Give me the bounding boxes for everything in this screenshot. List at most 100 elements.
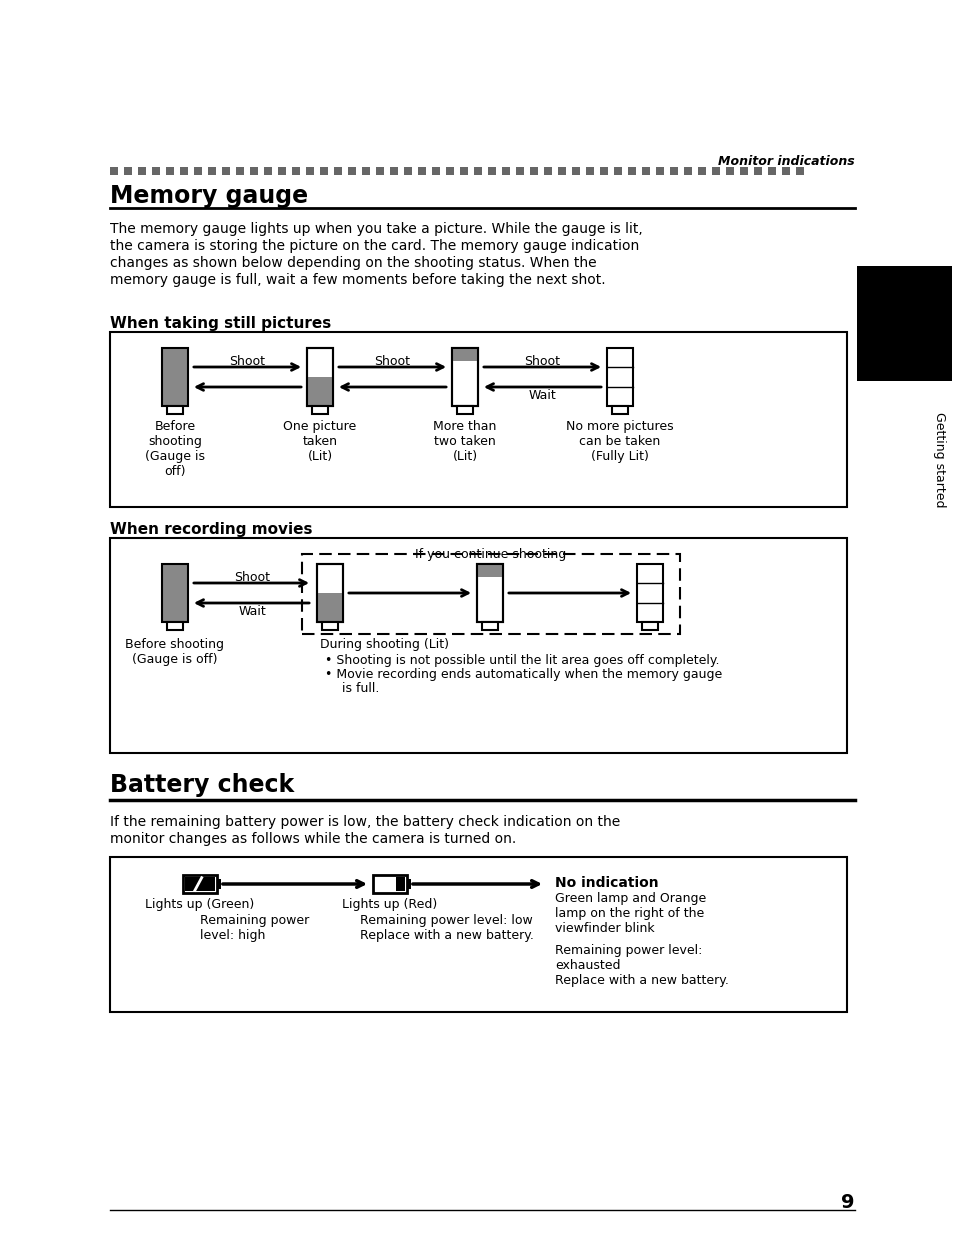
Bar: [781, 167, 789, 175]
Bar: [222, 167, 230, 175]
Bar: [235, 167, 244, 175]
Bar: [162, 565, 188, 621]
Text: Lights up (Red): Lights up (Red): [342, 898, 437, 911]
Bar: [124, 167, 132, 175]
Bar: [488, 167, 496, 175]
Bar: [334, 167, 341, 175]
Text: the camera is storing the picture on the card. The memory gauge indication: the camera is storing the picture on the…: [110, 239, 639, 253]
Bar: [110, 167, 118, 175]
Bar: [683, 167, 691, 175]
Text: Shoot: Shoot: [375, 355, 410, 368]
Bar: [167, 406, 183, 413]
Bar: [316, 593, 343, 621]
Text: Shoot: Shoot: [234, 571, 271, 584]
Bar: [166, 167, 173, 175]
Text: Memory gauge: Memory gauge: [110, 184, 308, 208]
Bar: [656, 167, 663, 175]
Bar: [627, 167, 636, 175]
Bar: [459, 167, 468, 175]
Text: During shooting (Lit): During shooting (Lit): [319, 638, 449, 651]
Text: is full.: is full.: [341, 682, 379, 695]
Bar: [452, 348, 477, 406]
Bar: [152, 167, 160, 175]
Bar: [138, 167, 146, 175]
Text: Before shooting
(Gauge is off): Before shooting (Gauge is off): [126, 638, 224, 666]
Text: One picture
taken
(Lit): One picture taken (Lit): [283, 420, 356, 463]
Bar: [481, 621, 497, 630]
Bar: [641, 621, 658, 630]
Text: Remaining power level:
exhausted
Replace with a new battery.: Remaining power level: exhausted Replace…: [555, 945, 728, 987]
Text: More than
two taken
(Lit): More than two taken (Lit): [433, 420, 497, 463]
Bar: [725, 167, 733, 175]
Bar: [110, 857, 846, 1011]
Bar: [180, 167, 188, 175]
Bar: [264, 167, 272, 175]
Bar: [322, 621, 337, 630]
Bar: [167, 621, 183, 630]
Bar: [501, 167, 510, 175]
Text: When recording movies: When recording movies: [110, 522, 313, 537]
Bar: [637, 565, 662, 621]
Bar: [183, 875, 216, 893]
Text: If the remaining battery power is low, the battery check indication on the: If the remaining battery power is low, t…: [110, 815, 619, 829]
Bar: [216, 879, 221, 889]
Bar: [193, 167, 202, 175]
Bar: [417, 167, 426, 175]
Text: • Movie recording ends automatically when the memory gauge: • Movie recording ends automatically whe…: [325, 669, 721, 681]
Bar: [474, 167, 481, 175]
Bar: [403, 167, 412, 175]
Text: memory gauge is full, wait a few moments before taking the next shot.: memory gauge is full, wait a few moments…: [110, 274, 605, 287]
Text: No more pictures
can be taken
(Fully Lit): No more pictures can be taken (Fully Lit…: [565, 420, 673, 463]
Bar: [572, 167, 579, 175]
Bar: [208, 167, 215, 175]
Bar: [316, 565, 343, 621]
Bar: [476, 565, 502, 577]
Text: When taking still pictures: When taking still pictures: [110, 316, 331, 331]
Bar: [396, 877, 405, 891]
Text: Getting started: Getting started: [933, 412, 945, 508]
Bar: [307, 348, 333, 406]
Bar: [250, 167, 257, 175]
Bar: [856, 266, 951, 381]
Text: If you continue shooting: If you continue shooting: [415, 548, 566, 561]
Bar: [606, 348, 633, 406]
Bar: [767, 167, 775, 175]
Bar: [390, 167, 397, 175]
Bar: [753, 167, 761, 175]
Text: Before
shooting
(Gauge is
off): Before shooting (Gauge is off): [145, 420, 205, 478]
Bar: [307, 348, 333, 406]
Bar: [698, 167, 705, 175]
Text: The memory gauge lights up when you take a picture. While the gauge is lit,: The memory gauge lights up when you take…: [110, 222, 642, 236]
Bar: [307, 378, 333, 406]
Text: Remaining power
level: high: Remaining power level: high: [200, 914, 309, 942]
Bar: [614, 167, 621, 175]
Text: Green lamp and Orange
lamp on the right of the
viewfinder blink: Green lamp and Orange lamp on the right …: [555, 893, 705, 935]
Text: 9: 9: [841, 1193, 854, 1212]
Bar: [375, 167, 384, 175]
Text: Wait: Wait: [238, 605, 266, 618]
Text: Shoot: Shoot: [230, 355, 265, 368]
Bar: [110, 332, 846, 508]
Bar: [316, 565, 343, 621]
Bar: [558, 167, 565, 175]
Bar: [476, 565, 502, 621]
Text: Lights up (Green): Lights up (Green): [145, 898, 254, 911]
Bar: [452, 348, 477, 406]
Text: Shoot: Shoot: [524, 355, 560, 368]
Bar: [795, 167, 803, 175]
Bar: [292, 167, 299, 175]
Bar: [432, 167, 439, 175]
Bar: [162, 348, 188, 406]
Bar: [319, 167, 328, 175]
Bar: [516, 167, 523, 175]
Text: Battery check: Battery check: [110, 773, 294, 797]
Bar: [599, 167, 607, 175]
Bar: [669, 167, 678, 175]
Text: Wait: Wait: [528, 389, 556, 402]
Bar: [585, 167, 594, 175]
Text: monitor changes as follows while the camera is turned on.: monitor changes as follows while the cam…: [110, 832, 516, 846]
Bar: [543, 167, 552, 175]
Bar: [277, 167, 286, 175]
Bar: [641, 167, 649, 175]
Bar: [612, 406, 627, 413]
